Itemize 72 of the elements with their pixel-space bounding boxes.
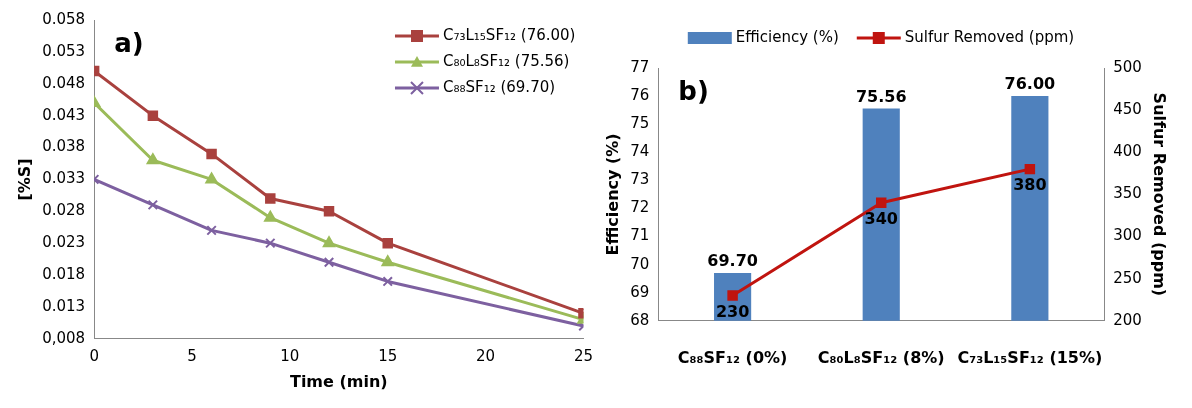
point	[147, 110, 159, 121]
data-label: 76.00	[1004, 74, 1056, 94]
y-tick-label: 69	[630, 282, 650, 301]
legend-label: C₈₈SF₁₂ (69.70)	[442, 77, 556, 96]
legend-label: Efficiency (%)	[735, 27, 839, 46]
annotation: a)	[114, 27, 144, 58]
x-tick-label: C₈₈SF₁₂ (0%)	[677, 347, 788, 367]
y-tick-label: 0.043	[42, 105, 86, 124]
data-label: 69.70	[707, 251, 758, 271]
legend-label: C₈₀L₈SF₁₂ (75.56)	[442, 51, 570, 70]
point	[382, 276, 393, 287]
point	[146, 153, 160, 165]
y-tick-label: 0.033	[42, 169, 86, 188]
point	[206, 148, 217, 160]
point	[875, 197, 887, 209]
y-tick-label: 0,008	[42, 328, 86, 347]
y-tick-label: 68	[630, 310, 650, 329]
y-tick-label: 0.023	[42, 233, 86, 252]
point	[322, 236, 336, 248]
point	[264, 210, 277, 222]
y-axis-title: Efficiency (%)	[602, 133, 622, 256]
y-tick-label: 70	[630, 254, 650, 273]
legend-label: Sulfur Removed (ppm)	[904, 27, 1075, 46]
y-tick-label: 76	[630, 85, 650, 104]
y-tick-label: 74	[630, 142, 650, 161]
y2-axis-title: Sulfur Removed (ppm)	[1150, 92, 1170, 297]
point	[265, 237, 276, 249]
y-tick-label: 0.038	[42, 137, 86, 156]
y-tick-label: 77	[630, 57, 650, 76]
x-tick-label: C₈₀L₈SF₁₂ (8%)	[817, 347, 945, 367]
point	[727, 290, 738, 301]
data-label: 380	[1013, 175, 1047, 195]
y-tick-label: 0.058	[42, 9, 86, 28]
annotation: b)	[678, 75, 709, 106]
y2-tick-label: 200	[1113, 310, 1142, 329]
y-tick-label: 0.048	[42, 73, 86, 92]
y-tick-label: 0.028	[42, 201, 86, 220]
y-tick-label: 75	[630, 114, 650, 133]
y-tick-label: 0.053	[42, 41, 86, 60]
point	[382, 237, 393, 249]
y-axis-title: [%S]	[14, 158, 34, 201]
data-label: 75.56	[855, 86, 907, 106]
point	[205, 172, 218, 184]
point	[323, 257, 335, 268]
point	[323, 206, 335, 217]
y-tick-label: 0.018	[42, 264, 86, 283]
y-tick-label: 72	[630, 198, 650, 217]
y2-tick-label: 350	[1113, 184, 1142, 203]
y-tick-label: 0.013	[42, 296, 86, 315]
x-tick-label: 0	[89, 346, 99, 365]
data-label: 340	[864, 208, 898, 228]
point	[265, 193, 276, 204]
y2-tick-label: 300	[1113, 226, 1142, 245]
y2-tick-label: 400	[1113, 142, 1142, 161]
x-tick-label: 15	[378, 346, 398, 365]
x-tick-label: C₇₃L₁₅SF₁₂ (15%)	[957, 347, 1103, 367]
point	[206, 225, 217, 236]
point	[147, 199, 159, 211]
x-tick-label: 10	[280, 346, 300, 365]
point	[1024, 163, 1036, 175]
legend-label: C₇₃L₁₅SF₁₂ (76.00)	[442, 25, 576, 44]
x-axis-title: Time (min)	[289, 371, 388, 391]
x-tick-label: 20	[476, 346, 496, 365]
y-tick-label: 71	[630, 226, 650, 245]
point	[381, 255, 394, 267]
x-tick-label: 5	[187, 346, 197, 365]
data-label: 230	[715, 301, 750, 321]
y2-tick-label: 250	[1113, 268, 1142, 287]
y2-tick-label: 500	[1113, 57, 1142, 76]
y-tick-label: 73	[630, 170, 650, 189]
y2-tick-label: 450	[1113, 100, 1142, 119]
x-tick-label: 25	[573, 346, 593, 365]
